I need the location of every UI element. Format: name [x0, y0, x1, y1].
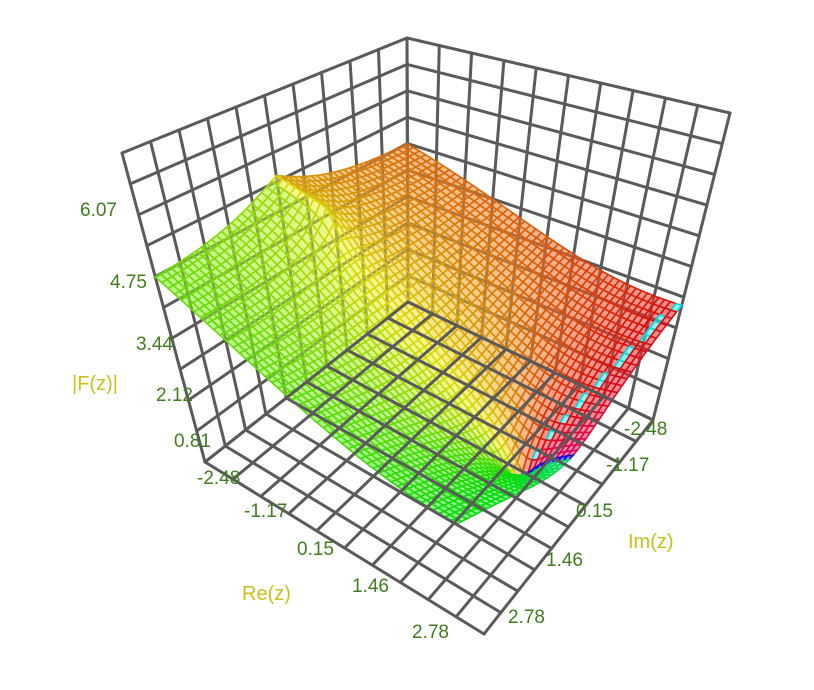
y-axis-title: Im(z): [628, 531, 674, 553]
surface-mesh: [153, 142, 684, 526]
x-tick-label: 0.15: [297, 539, 334, 560]
grid-line: [651, 111, 732, 422]
grid-line: [405, 115, 709, 207]
grid-line: [405, 89, 717, 176]
z-tick-label: 4.75: [110, 272, 147, 293]
floor-grid: [203, 300, 655, 636]
x-axis-title: Re(z): [242, 583, 291, 605]
grid-line: [120, 36, 409, 155]
y-tick-label: 1.46: [546, 550, 583, 571]
grid-line: [137, 89, 409, 217]
z-axis-ticks: 6.07 4.75 3.44 2.12 0.81: [80, 200, 211, 452]
grid-line: [405, 62, 724, 146]
grid-line: [398, 383, 581, 584]
grid-line: [128, 62, 409, 186]
z-tick-label: 6.07: [80, 200, 117, 221]
grid-line: [405, 36, 732, 115]
grid-line: [482, 418, 655, 636]
y-axis-ticks: -2.48 -1.17 0.15 1.46 2.78: [508, 419, 667, 628]
grid-line: [305, 380, 570, 529]
grid-line: [454, 406, 630, 619]
grid-line: [365, 332, 621, 465]
y-tick-label: 2.78: [508, 607, 545, 628]
y-tick-label: -2.48: [624, 419, 667, 440]
x-axis-ticks: -2.48 -1.17 0.15 1.46 2.78: [197, 468, 449, 643]
y-tick-label: 0.15: [576, 501, 613, 522]
x-tick-label: 2.78: [412, 622, 449, 643]
x-tick-label: -1.17: [244, 501, 287, 522]
grid-line: [405, 142, 701, 238]
grid-line: [370, 371, 557, 567]
z-tick-label: 0.81: [174, 431, 211, 452]
x-tick-label: 1.46: [352, 576, 389, 597]
z-tick-label: 3.44: [136, 334, 173, 355]
z-axis-title: |F(z)|: [72, 373, 118, 395]
grid-line: [386, 316, 638, 443]
y-tick-label: -1.17: [606, 455, 649, 476]
x-tick-label: -2.48: [197, 468, 240, 489]
grid-line: [325, 364, 587, 508]
grid-line: [426, 394, 606, 602]
grid-line: [406, 300, 655, 422]
z-tick-label: 2.12: [156, 385, 193, 406]
grid-line: [345, 348, 604, 486]
